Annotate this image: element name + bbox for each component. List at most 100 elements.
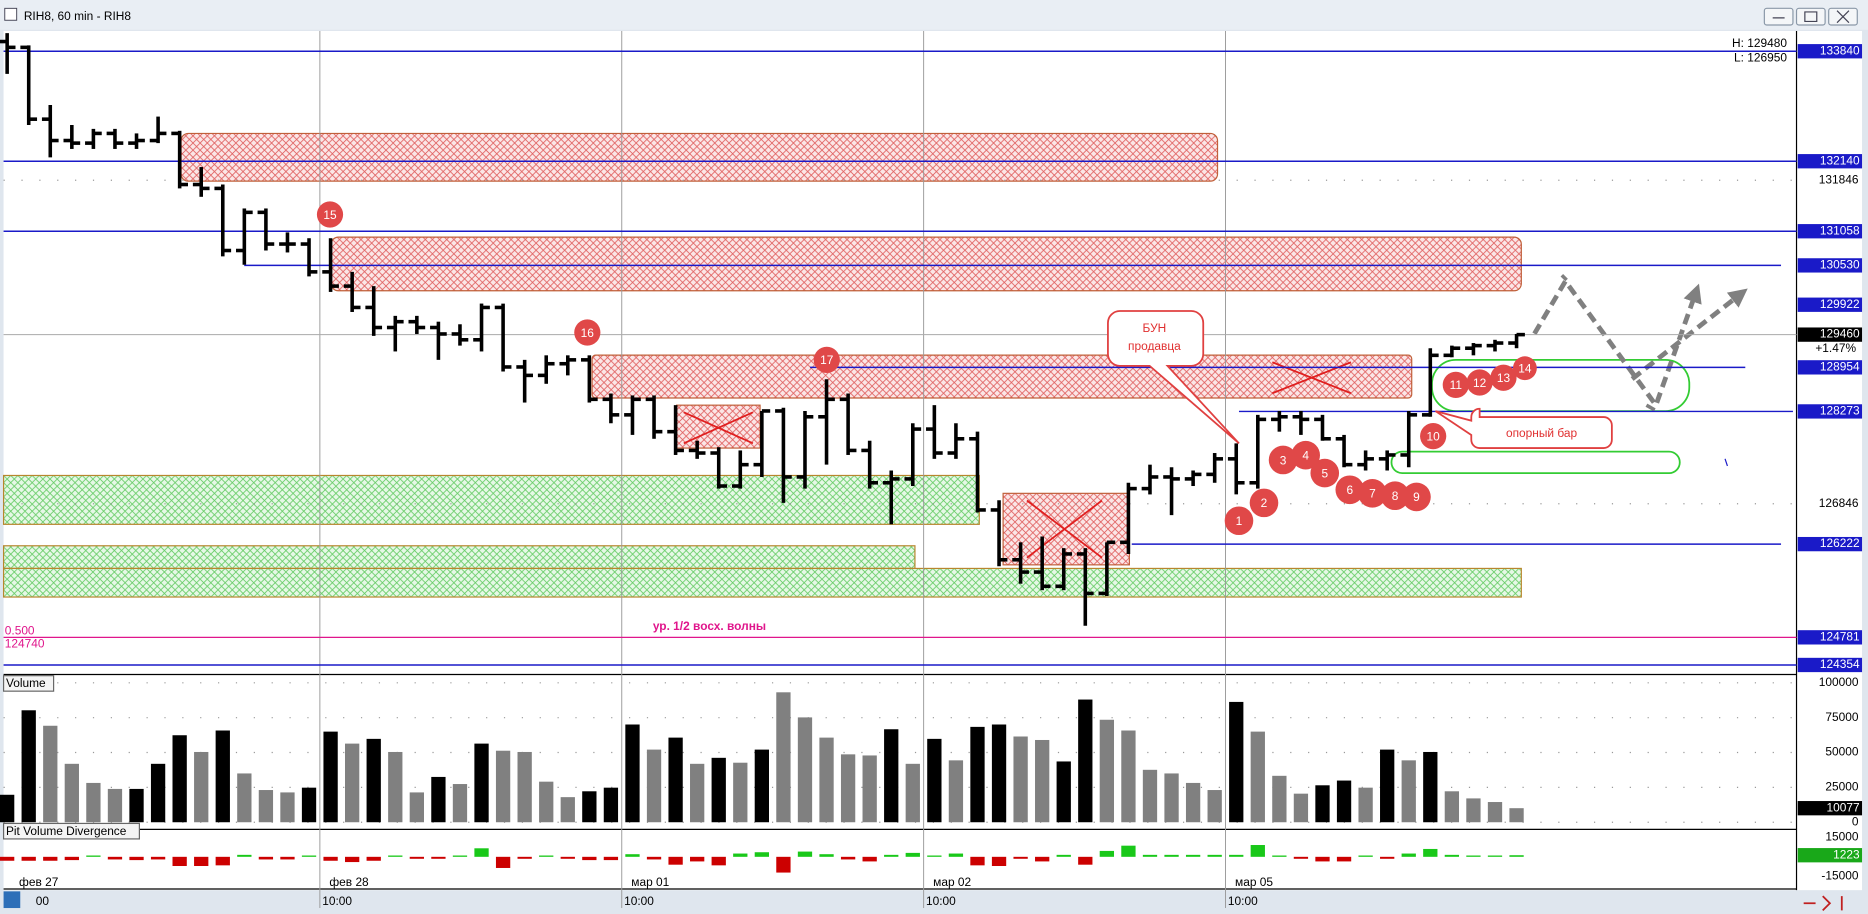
marker-circle (1224, 506, 1254, 536)
support-zone (2, 545, 916, 570)
marker-label: 16 (581, 326, 595, 340)
level-label-box (1797, 297, 1863, 312)
volume-bar (603, 787, 619, 823)
divergence-bar (431, 856, 446, 859)
marker-label: 10 (1427, 429, 1441, 443)
marker-circle (1291, 440, 1320, 470)
half-level-note: 0.500 (5, 624, 35, 638)
divergence-bar (797, 851, 813, 857)
divergence-bar (733, 853, 748, 857)
divergence-bar (948, 853, 964, 857)
level-label: 131058 (1820, 223, 1860, 237)
stray-mark (1724, 458, 1728, 467)
divergence-bar (258, 856, 274, 860)
divergence-bar (1035, 856, 1050, 862)
high-label: H: 129480 (1732, 36, 1787, 50)
marker-circle (1268, 445, 1298, 475)
divergence-bar (884, 854, 899, 857)
y-tick-label: 15000 (1825, 829, 1858, 843)
volume-bar (43, 725, 58, 823)
divergence-bar (323, 856, 338, 861)
y-tick-label: 100000 (1819, 675, 1859, 689)
y-tick-label: 131846 (1819, 172, 1859, 186)
y-tick-label: 75000 (1825, 710, 1858, 724)
volume-bar (280, 792, 295, 823)
x-time-label: 10:00 (926, 894, 956, 908)
cross-mark (1026, 499, 1103, 559)
marker-circle (813, 346, 840, 373)
volume-bar (1358, 787, 1373, 823)
volume-bar (862, 755, 877, 823)
volume-bar (1293, 793, 1309, 823)
last-price-box (1797, 327, 1863, 342)
sheet-icon[interactable] (3, 891, 21, 909)
divergence-bar (86, 855, 101, 857)
last-change-label: +1.47% (1815, 341, 1856, 355)
volume-bar (625, 724, 640, 823)
toolbar-icons[interactable] (1803, 895, 1843, 912)
level-label-box (1797, 360, 1863, 375)
divergence-bar (64, 856, 79, 861)
marker-label: 4 (1302, 449, 1309, 463)
x-time-label: 10:00 (624, 894, 654, 908)
y-tick-label: 50000 (1825, 745, 1858, 759)
marker-label: 17 (820, 353, 834, 367)
divergence-bar (495, 856, 511, 868)
level-label-box (1797, 258, 1863, 273)
volume-bar (301, 787, 317, 823)
x-date-label: фев 28 (329, 875, 369, 889)
divergence-bar (150, 856, 166, 860)
level-label-box (1797, 404, 1863, 419)
volume-bar (776, 692, 791, 823)
level-label-box (1797, 657, 1863, 673)
marker-label: 11 (1450, 378, 1463, 392)
divergence-bar (1509, 855, 1524, 857)
divergence-bar (1336, 856, 1352, 862)
wave-label: ур. 1/2 восх. волны (653, 619, 766, 633)
divergence-bar (754, 852, 770, 857)
resistance-zone (330, 236, 1522, 292)
divergence-bar (388, 855, 403, 857)
divergence-bar (840, 856, 856, 860)
minimize-button[interactable] (1763, 7, 1794, 26)
y-tick-label: -15000 (1821, 869, 1858, 883)
volume-bar (991, 724, 1007, 823)
volume-bar (668, 737, 683, 823)
divergence-bar (409, 856, 424, 859)
divergence-bar (1185, 854, 1201, 857)
volume-bar (107, 788, 123, 823)
volume-bar (1487, 802, 1503, 823)
last-value-label: 1223 (1833, 847, 1860, 861)
volume-bar (474, 743, 489, 823)
volume-bar (345, 743, 360, 823)
marker-circle (1466, 369, 1493, 396)
divergence-bar (1423, 848, 1438, 857)
divergence-bar (1358, 855, 1373, 857)
volume-bar (1142, 769, 1158, 823)
divergence-bar (560, 856, 575, 859)
volume-bar (840, 754, 856, 823)
volume-bar (948, 760, 964, 823)
divergence-bar (1078, 856, 1093, 865)
level-label-box (1797, 44, 1863, 59)
marker-circle (1310, 458, 1340, 488)
maximize-button[interactable] (1795, 7, 1826, 26)
volume-bar (431, 776, 446, 823)
volume-bar (0, 794, 15, 823)
divergence-bar (107, 856, 123, 860)
last-price-label: 129460 (1820, 327, 1860, 341)
x-time-label: 10:00 (1228, 894, 1258, 908)
volume-bar (495, 750, 511, 823)
volume-bar (237, 773, 252, 823)
divergence-bar (452, 855, 468, 857)
volume-bar (560, 797, 575, 823)
volume-bar (690, 763, 705, 823)
level-label: 130530 (1820, 258, 1860, 272)
level-label-box (1797, 154, 1863, 169)
volume-bar (21, 710, 36, 823)
marker-circle (1380, 481, 1410, 511)
volume-bar (646, 749, 662, 823)
x-date-label: мар 05 (1235, 875, 1273, 889)
volume-bar (366, 738, 381, 823)
